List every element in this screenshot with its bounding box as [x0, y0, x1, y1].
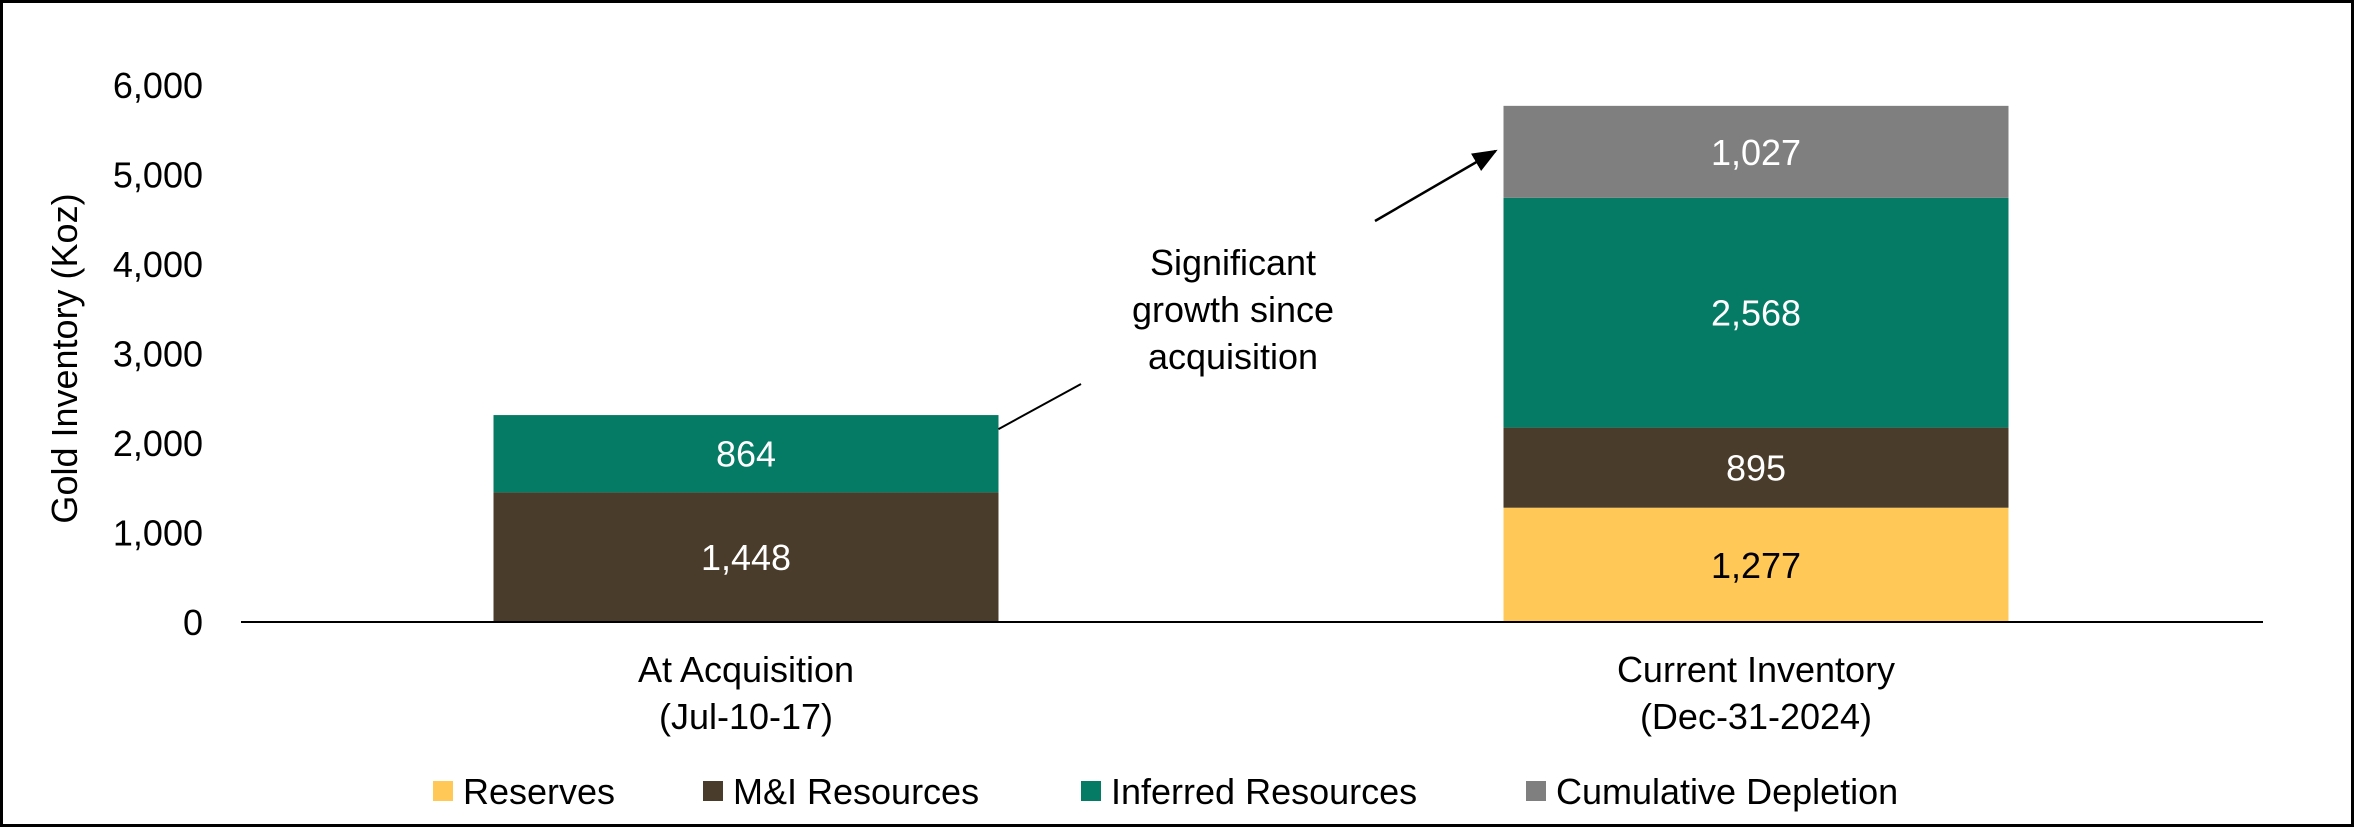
- legend-swatch: [1081, 781, 1101, 801]
- legend-label: Cumulative Depletion: [1556, 771, 1898, 812]
- legend-label: Reserves: [463, 771, 615, 812]
- x-axis: At Acquisition (Jul-10-17) Current Invento…: [241, 621, 2263, 737]
- y-axis-title: Gold Inventory (Koz): [44, 193, 85, 523]
- y-tick-label: 1,000: [113, 513, 203, 554]
- annotation-text: acquisition: [1148, 336, 1318, 377]
- annotation: Significant growth since acquisition: [998, 149, 1498, 430]
- x-tick-label: (Jul-10-17): [659, 696, 833, 737]
- bar-segment: [1503, 427, 2009, 508]
- data-label: 1,448: [701, 537, 791, 578]
- y-tick-label: 5,000: [113, 155, 203, 196]
- data-label: 1,277: [1711, 545, 1801, 586]
- legend-item: Reserves: [433, 771, 615, 812]
- legend-swatch: [1526, 781, 1546, 801]
- data-label: 864: [716, 434, 776, 475]
- legend: Reserves M&I Resources Inferred Resources C…: [433, 771, 1898, 812]
- annotation-text: Significant: [1150, 242, 1316, 283]
- bar-segment: [493, 415, 999, 493]
- y-axis: 0 1,000 2,000 3,000 4,000 5,000 6,000 Gold Inve…: [44, 65, 203, 643]
- y-tick-label: 2,000: [113, 423, 203, 464]
- data-label: 895: [1726, 448, 1786, 489]
- annotation-leader-line: [998, 383, 1082, 430]
- x-tick-label: Current Inventory: [1617, 649, 1895, 690]
- legend-item: Inferred Resources: [1081, 771, 1417, 812]
- stacked-bar-chart: 0 1,000 2,000 3,000 4,000 5,000 6,000 Gold Inve…: [44, 65, 2263, 812]
- legend-item: M&I Resources: [703, 771, 979, 812]
- annotation-arrow: [1374, 149, 1498, 223]
- annotation-text: growth since: [1132, 289, 1334, 330]
- bar-segment: [1503, 105, 2009, 198]
- y-tick-label: 3,000: [113, 334, 203, 375]
- bar-segment: [1503, 197, 2009, 428]
- data-label: 1,027: [1711, 132, 1801, 173]
- legend-label: Inferred Resources: [1111, 771, 1417, 812]
- legend-item: Cumulative Depletion: [1526, 771, 1898, 812]
- y-tick-label: 4,000: [113, 244, 203, 285]
- bar-segment: [1503, 507, 2009, 622]
- bars: 1,448 864 1,277 895 2,568 1,027: [493, 105, 2009, 622]
- y-tick-label: 6,000: [113, 65, 203, 106]
- legend-label: M&I Resources: [733, 771, 979, 812]
- legend-swatch: [433, 781, 453, 801]
- data-label: 2,568: [1711, 293, 1801, 334]
- bar-segment: [493, 492, 999, 622]
- y-tick-label: 0: [183, 602, 203, 643]
- x-tick-label: (Dec-31-2024): [1640, 696, 1872, 737]
- legend-swatch: [703, 781, 723, 801]
- x-tick-label: At Acquisition: [638, 649, 854, 690]
